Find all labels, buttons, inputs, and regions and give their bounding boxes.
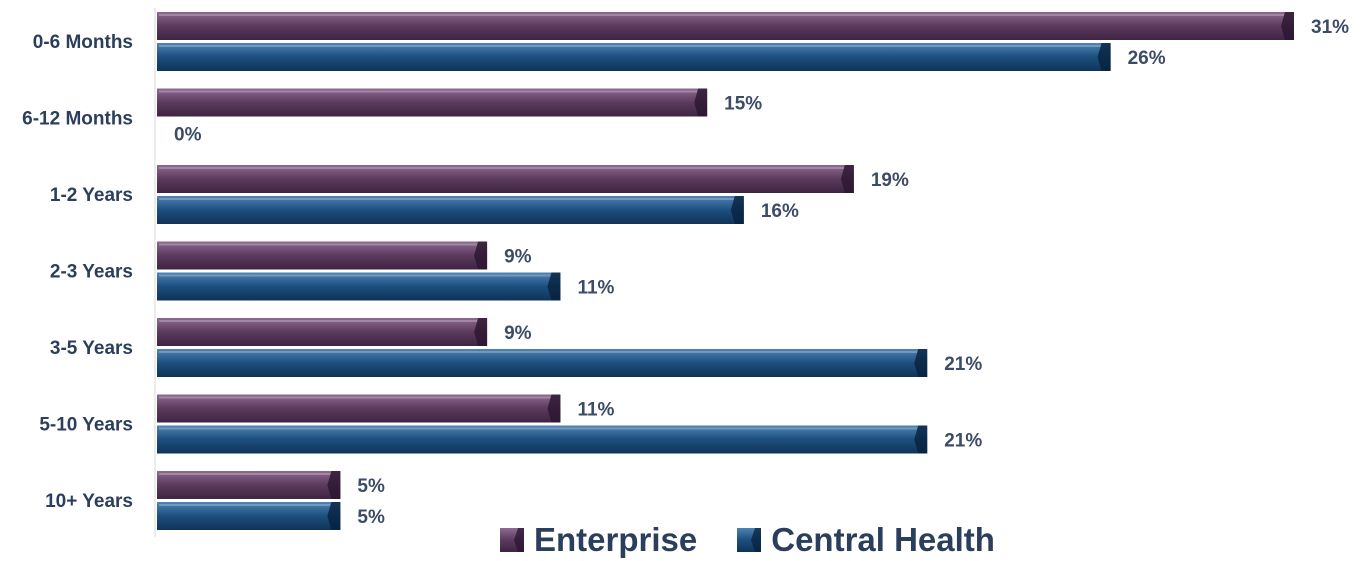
- bar-central-health-2-3-years: [157, 272, 561, 301]
- bars-group: [157, 12, 1294, 530]
- legend-item-enterprise: Enterprise: [500, 522, 697, 558]
- bar-central-health-10-years: [157, 502, 341, 530]
- value-label-enterprise-2-3-years: 9%: [504, 247, 532, 268]
- bar-highlight-enterprise-2-3-years: [159, 243, 478, 246]
- bar-enterprise-2-3-years: [157, 241, 488, 270]
- bar-highlight-enterprise-5-10-years: [159, 396, 551, 399]
- bar-highlight-central-health-1-2-years: [159, 198, 734, 200]
- bar-end-cap-enterprise-6-12-months: [694, 88, 708, 117]
- bar-central-health-5-10-years: [157, 425, 928, 454]
- bar-end-cap-central-health-10-years: [327, 502, 341, 530]
- value-label-enterprise-0-6-months: 31%: [1311, 17, 1349, 38]
- bar-end-cap-enterprise-10-years: [327, 471, 341, 499]
- legend-label-central-health: Central Health: [771, 521, 995, 558]
- value-label-central-health-2-3-years: 11%: [577, 278, 614, 299]
- bar-highlight-enterprise-1-2-years: [159, 167, 844, 169]
- bar-enterprise-1-2-years: [157, 165, 854, 193]
- value-label-enterprise-1-2-years: 19%: [871, 170, 909, 191]
- bar-central-health-1-2-years: [157, 196, 744, 224]
- bar-end-cap-enterprise-1-2-years: [840, 165, 854, 193]
- bar-end-cap-enterprise-3-5-years: [474, 318, 488, 346]
- bar-highlight-central-health-2-3-years: [159, 274, 551, 277]
- bar-highlight-enterprise-6-12-months: [159, 90, 698, 93]
- value-label-enterprise-6-12-months: 15%: [724, 94, 762, 115]
- legend-swatch-enterprise: [500, 528, 524, 552]
- value-labels-group: 31% 26% 15% 0% 19% 16% 9% 11% 9% 21% 11% 21% 5% 5%: [174, 17, 1349, 528]
- value-label-central-health-6-12-months: 0%: [174, 125, 202, 146]
- bar-central-health-0-6-months: [157, 43, 1111, 71]
- value-label-enterprise-3-5-years: 9%: [504, 323, 532, 344]
- bar-end-cap-enterprise-5-10-years: [547, 394, 561, 423]
- category-label-10-years: 10+ Years: [45, 491, 133, 512]
- value-label-enterprise-10-years: 5%: [357, 476, 385, 497]
- bar-end-cap-central-health-1-2-years: [730, 196, 744, 224]
- category-label-5-10-years: 5-10 Years: [39, 415, 133, 436]
- bar-end-cap-enterprise-2-3-years: [474, 241, 488, 270]
- bar-enterprise-10-years: [157, 471, 341, 499]
- value-label-enterprise-5-10-years: 11%: [577, 400, 614, 421]
- bar-enterprise-0-6-months: [157, 12, 1294, 40]
- bar-end-cap-enterprise-0-6-months: [1281, 12, 1294, 40]
- bar-enterprise-5-10-years: [157, 394, 561, 423]
- bar-end-cap-central-health-2-3-years: [547, 272, 561, 301]
- category-label-6-12-months: 6-12 Months: [22, 109, 133, 130]
- bar-highlight-central-health-5-10-years: [159, 427, 918, 430]
- bar-central-health-3-5-years: [157, 349, 928, 377]
- bar-enterprise-3-5-years: [157, 318, 488, 346]
- value-label-central-health-10-years: 5%: [357, 507, 385, 528]
- bar-highlight-central-health-10-years: [159, 504, 331, 506]
- bar-highlight-enterprise-0-6-months: [159, 14, 1284, 16]
- bar-end-cap-central-health-5-10-years: [914, 425, 928, 454]
- bar-enterprise-6-12-months: [157, 88, 708, 117]
- category-label-2-3-years: 2-3 Years: [50, 262, 133, 283]
- category-label-0-6-months: 0-6 Months: [33, 32, 133, 53]
- bar-highlight-enterprise-10-years: [159, 473, 331, 475]
- bar-end-cap-central-health-0-6-months: [1097, 43, 1111, 71]
- value-label-central-health-1-2-years: 16%: [761, 201, 799, 222]
- bar-highlight-central-health-3-5-years: [159, 351, 918, 353]
- legend-label-enterprise: Enterprise: [534, 521, 698, 558]
- value-label-central-health-5-10-years: 21%: [944, 431, 982, 452]
- bar-highlight-enterprise-3-5-years: [159, 320, 478, 322]
- value-label-central-health-0-6-months: 26%: [1128, 48, 1166, 69]
- bar-end-cap-central-health-3-5-years: [914, 349, 928, 377]
- legend-swatch-central-health: [737, 528, 762, 552]
- category-label-3-5-years: 3-5 Years: [50, 338, 133, 359]
- value-label-central-health-3-5-years: 21%: [944, 354, 982, 375]
- legend: Enterprise Central Health: [500, 522, 1035, 558]
- category-labels-group: 0-6 Months 6-12 Months 1-2 Years 2-3 Years 3…: [22, 32, 133, 512]
- legend-item-central-health: Central Health: [737, 522, 995, 558]
- bar-highlight-central-health-0-6-months: [159, 45, 1101, 47]
- category-label-1-2-years: 1-2 Years: [50, 185, 133, 206]
